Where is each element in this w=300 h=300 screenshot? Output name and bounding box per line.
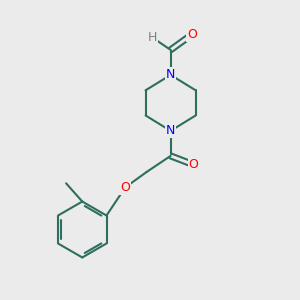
Text: O: O [187, 28, 197, 41]
Text: N: N [166, 124, 175, 137]
Text: H: H [148, 31, 157, 44]
Text: N: N [166, 68, 175, 81]
Text: O: O [189, 158, 199, 171]
Text: O: O [120, 181, 130, 194]
